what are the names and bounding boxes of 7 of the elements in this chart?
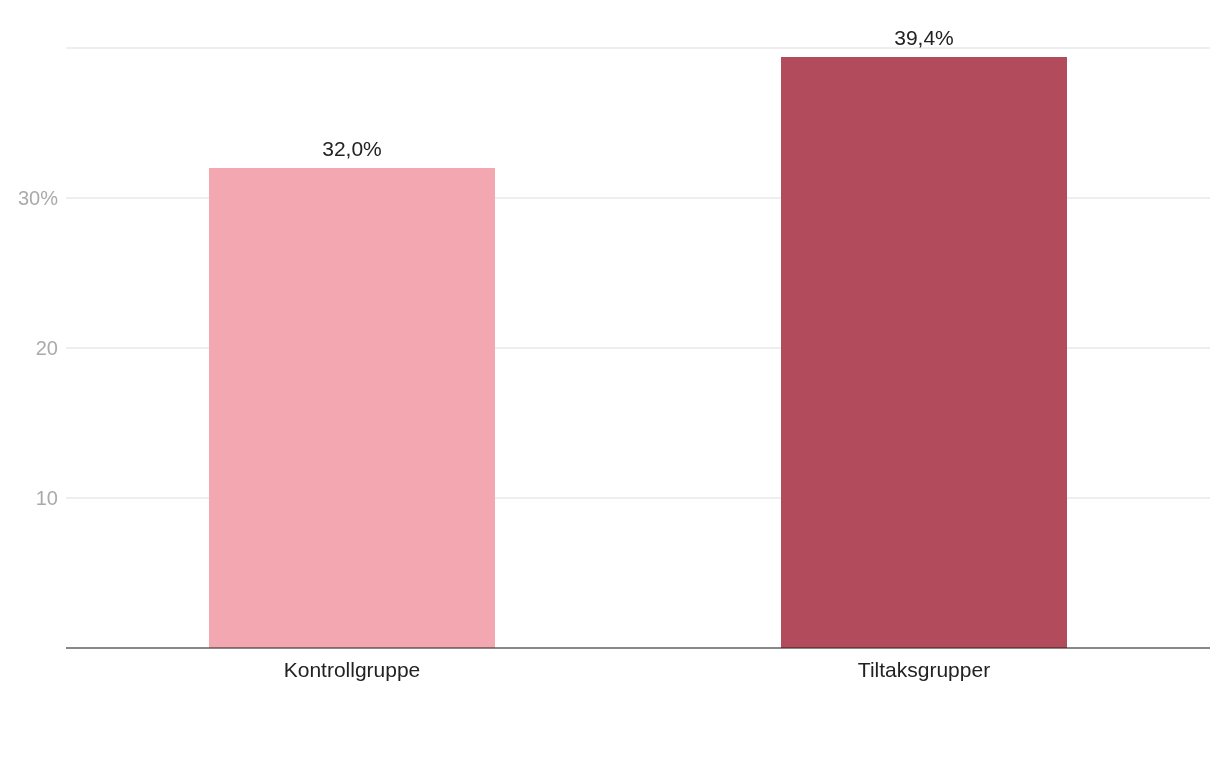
x-tick-label: Kontrollgruppe [283, 657, 421, 681]
y-tick-label: 10 [35, 487, 58, 510]
data-label: 39,4% [894, 26, 954, 49]
data-label: 32,0% [322, 137, 382, 160]
y-tick-label: 20 [35, 337, 58, 360]
x-tick-label: Tiltaksgrupper [857, 657, 991, 681]
y-tick-label: 30% [17, 187, 59, 210]
